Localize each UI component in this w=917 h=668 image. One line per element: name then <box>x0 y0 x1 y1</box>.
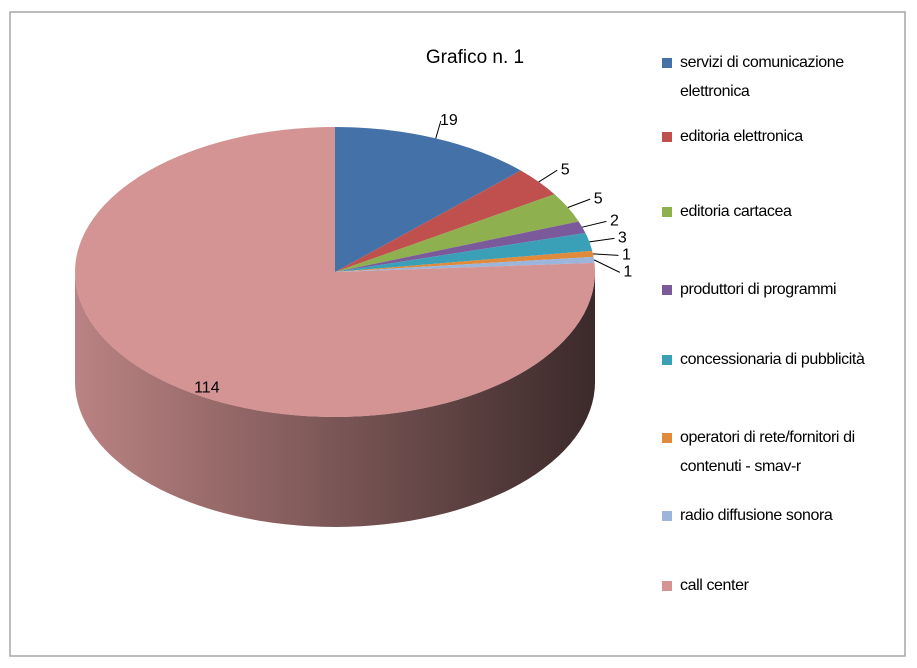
data-label: 3 <box>618 230 627 247</box>
leader-line <box>435 120 442 139</box>
slice <box>335 221 586 272</box>
legend-label: concessionaria di pubblicità <box>680 351 865 368</box>
legend-item: servizi di comunicazione elettronica <box>662 48 892 106</box>
leader-line <box>592 253 619 256</box>
slice <box>335 127 521 272</box>
legend-swatch <box>662 511 672 521</box>
legend-label: radio diffusione sonora <box>680 507 833 524</box>
data-label: 5 <box>594 190 603 207</box>
legend-item: editoria elettronica <box>662 122 892 151</box>
slice <box>335 170 555 272</box>
legend-label: call center <box>680 577 749 594</box>
legend-swatch <box>662 581 672 591</box>
legend-item: produttori di programmi <box>662 275 892 304</box>
data-label: 1 <box>623 264 632 281</box>
slice <box>335 194 579 272</box>
data-label: 2 <box>610 213 619 230</box>
data-label: 19 <box>440 112 458 129</box>
legend-item: editoria cartacea <box>662 197 892 226</box>
legend-label: produttori di programmi <box>680 281 837 298</box>
legend-label: servizi di comunicazione elettronica <box>680 54 844 100</box>
legend-item: operatori di rete/fornitori di contenuti… <box>662 423 892 481</box>
legend-item: radio diffusione sonora <box>662 501 892 530</box>
legend-swatch <box>662 285 672 295</box>
legend-item: call center <box>662 571 892 600</box>
slice <box>74 127 595 418</box>
legend-item: concessionaria di pubblicità <box>662 345 892 374</box>
side-shade <box>75 272 595 527</box>
chart-title: Grafico n. 1 <box>426 47 524 68</box>
data-label: 114 <box>194 379 220 396</box>
legend-swatch <box>662 433 672 443</box>
legend-label: editoria elettronica <box>680 128 803 145</box>
leader-line <box>589 237 615 243</box>
legend-swatch <box>662 58 672 68</box>
slice <box>335 256 595 272</box>
leader-line <box>593 259 620 273</box>
slice <box>335 233 593 272</box>
leader-line <box>582 220 607 228</box>
legend-label: editoria cartacea <box>680 203 792 220</box>
leader-line <box>567 198 591 208</box>
slice <box>335 250 594 272</box>
data-label: 1 <box>622 247 631 264</box>
legend-swatch <box>662 132 672 142</box>
leader-line <box>538 169 558 183</box>
legend-label: operatori di rete/fornitori di contenuti… <box>680 429 855 475</box>
legend-swatch <box>662 207 672 217</box>
legend-swatch <box>662 355 672 365</box>
data-label: 5 <box>561 161 570 178</box>
